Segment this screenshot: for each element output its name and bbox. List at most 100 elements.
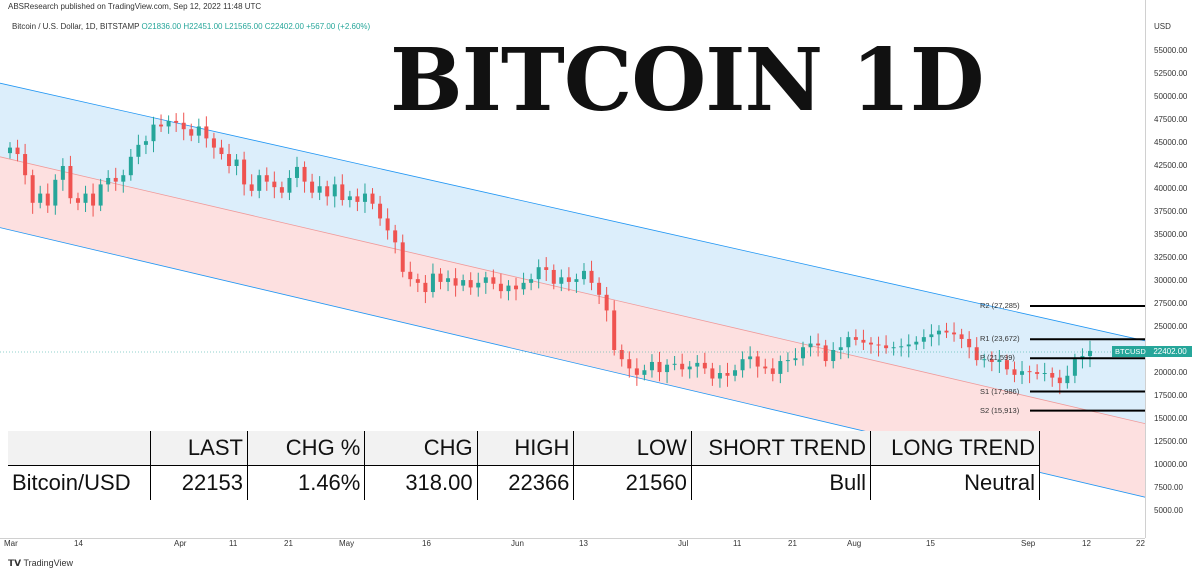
candle-body <box>529 279 534 283</box>
candle-body <box>544 267 549 270</box>
candle-body <box>619 350 624 360</box>
market-summary-table: LAST CHG % CHG HIGH LOW SHORT TREND LONG… <box>8 431 1040 500</box>
time-tick-label: 22 <box>1136 539 1145 548</box>
candle-body <box>189 129 194 136</box>
candle-body <box>287 177 292 193</box>
candle-body <box>75 198 80 203</box>
candle-body <box>234 159 239 166</box>
candle-body <box>310 181 315 193</box>
candle-body <box>687 366 692 370</box>
candle-body <box>914 341 919 345</box>
candle-body <box>166 120 171 127</box>
candle-body <box>1072 359 1077 376</box>
candle-body <box>393 230 398 243</box>
candle-body <box>1088 350 1092 357</box>
candle-body <box>884 345 889 349</box>
candle-body <box>272 181 277 188</box>
candle-body <box>831 350 836 362</box>
candle-body <box>574 279 579 282</box>
candle-body <box>823 345 828 362</box>
candle-body <box>717 373 722 379</box>
candle-body <box>906 344 911 347</box>
candle-body <box>982 359 987 361</box>
ohlc-values: O21836.00 H22451.00 L21565.00 C22402.00 … <box>141 22 371 31</box>
candle-body <box>15 147 20 155</box>
candle-body <box>136 144 141 157</box>
candle-body <box>785 360 790 362</box>
candle-body <box>1057 377 1062 384</box>
candle-body <box>929 334 934 338</box>
table-header-cell: CHG <box>364 431 478 466</box>
candle-body <box>196 126 201 136</box>
candle-body <box>536 267 541 280</box>
candle-body <box>302 166 307 182</box>
candle-body <box>1050 373 1055 378</box>
candle-body <box>113 177 118 182</box>
pivot-label-r1: R1 (23,672) <box>980 334 1020 344</box>
time-tick-label: Jul <box>678 539 689 548</box>
pivot-label-r2: R2 (27,285) <box>980 300 1020 310</box>
time-axis-border <box>0 538 1145 539</box>
candle-body <box>838 347 843 350</box>
candle-body <box>506 285 511 292</box>
time-tick-label: Sep <box>1021 539 1036 548</box>
candle-body <box>91 193 96 206</box>
table-header-row: LAST CHG % CHG HIGH LOW SHORT TREND LONG… <box>8 431 1040 466</box>
candle-body <box>853 337 858 340</box>
candle-body <box>997 360 1002 362</box>
time-tick-label: Jun <box>511 539 524 548</box>
upper-channel-band <box>0 83 1145 424</box>
candle-body <box>710 368 715 379</box>
candle-body <box>53 179 58 206</box>
candle-body <box>468 280 473 288</box>
price-tick-label: 55000.00 <box>1154 46 1188 55</box>
candle-body <box>227 154 232 166</box>
candle-body <box>355 196 360 202</box>
candle-body <box>121 175 126 182</box>
candle-body <box>566 277 571 282</box>
candle-body <box>778 361 783 374</box>
candle-body <box>264 175 269 182</box>
pivot-label-s2: S2 (15,913) <box>980 405 1020 415</box>
last-price-tag: 22402.00 <box>1148 346 1192 357</box>
table-header-cell: LAST <box>150 431 248 466</box>
table-header-cell <box>8 431 152 466</box>
candle-body <box>763 366 768 369</box>
candle-body <box>30 175 35 203</box>
price-tick-label: 50000.00 <box>1154 92 1188 101</box>
candle-body <box>476 282 481 288</box>
price-tick-label: 30000.00 <box>1154 276 1188 285</box>
pivot-label-s1: S1 (17,986) <box>980 386 1020 396</box>
candle-body <box>597 282 602 295</box>
table-header-cell: LONG TREND <box>870 431 1040 466</box>
price-tick-label: 25000.00 <box>1154 322 1188 331</box>
candle-body <box>438 273 443 282</box>
candle-body <box>68 166 73 199</box>
candle-body <box>733 370 738 376</box>
candle-body <box>60 166 65 180</box>
candle-body <box>899 346 904 348</box>
candle-body <box>423 282 428 293</box>
candle-body <box>23 154 28 176</box>
pivot-label-p: P (21,599) <box>980 353 1015 363</box>
price-tick-label: 10000.00 <box>1154 460 1188 469</box>
price-tick-label: 32500.00 <box>1154 253 1188 262</box>
candle-body <box>45 193 50 206</box>
time-tick-label: 11 <box>229 539 238 548</box>
chart-title: BITCOIN 1D <box>390 30 984 131</box>
candle-body <box>649 361 654 371</box>
time-tick-label: 11 <box>733 539 742 548</box>
candle-body <box>491 277 496 284</box>
time-tick-label: Apr <box>174 539 187 548</box>
candle-body <box>242 159 247 185</box>
candle-body <box>974 347 979 361</box>
price-tick-label: 37500.00 <box>1154 207 1188 216</box>
price-tick-label: 42500.00 <box>1154 161 1188 170</box>
tradingview-logo[interactable]: 𝗧𝗩 TradingView <box>8 558 73 569</box>
candle-body <box>294 166 299 178</box>
candle-body <box>370 193 375 204</box>
price-tick-label: 45000.00 <box>1154 138 1188 147</box>
candle-body <box>808 343 813 348</box>
candle-body <box>936 330 941 335</box>
